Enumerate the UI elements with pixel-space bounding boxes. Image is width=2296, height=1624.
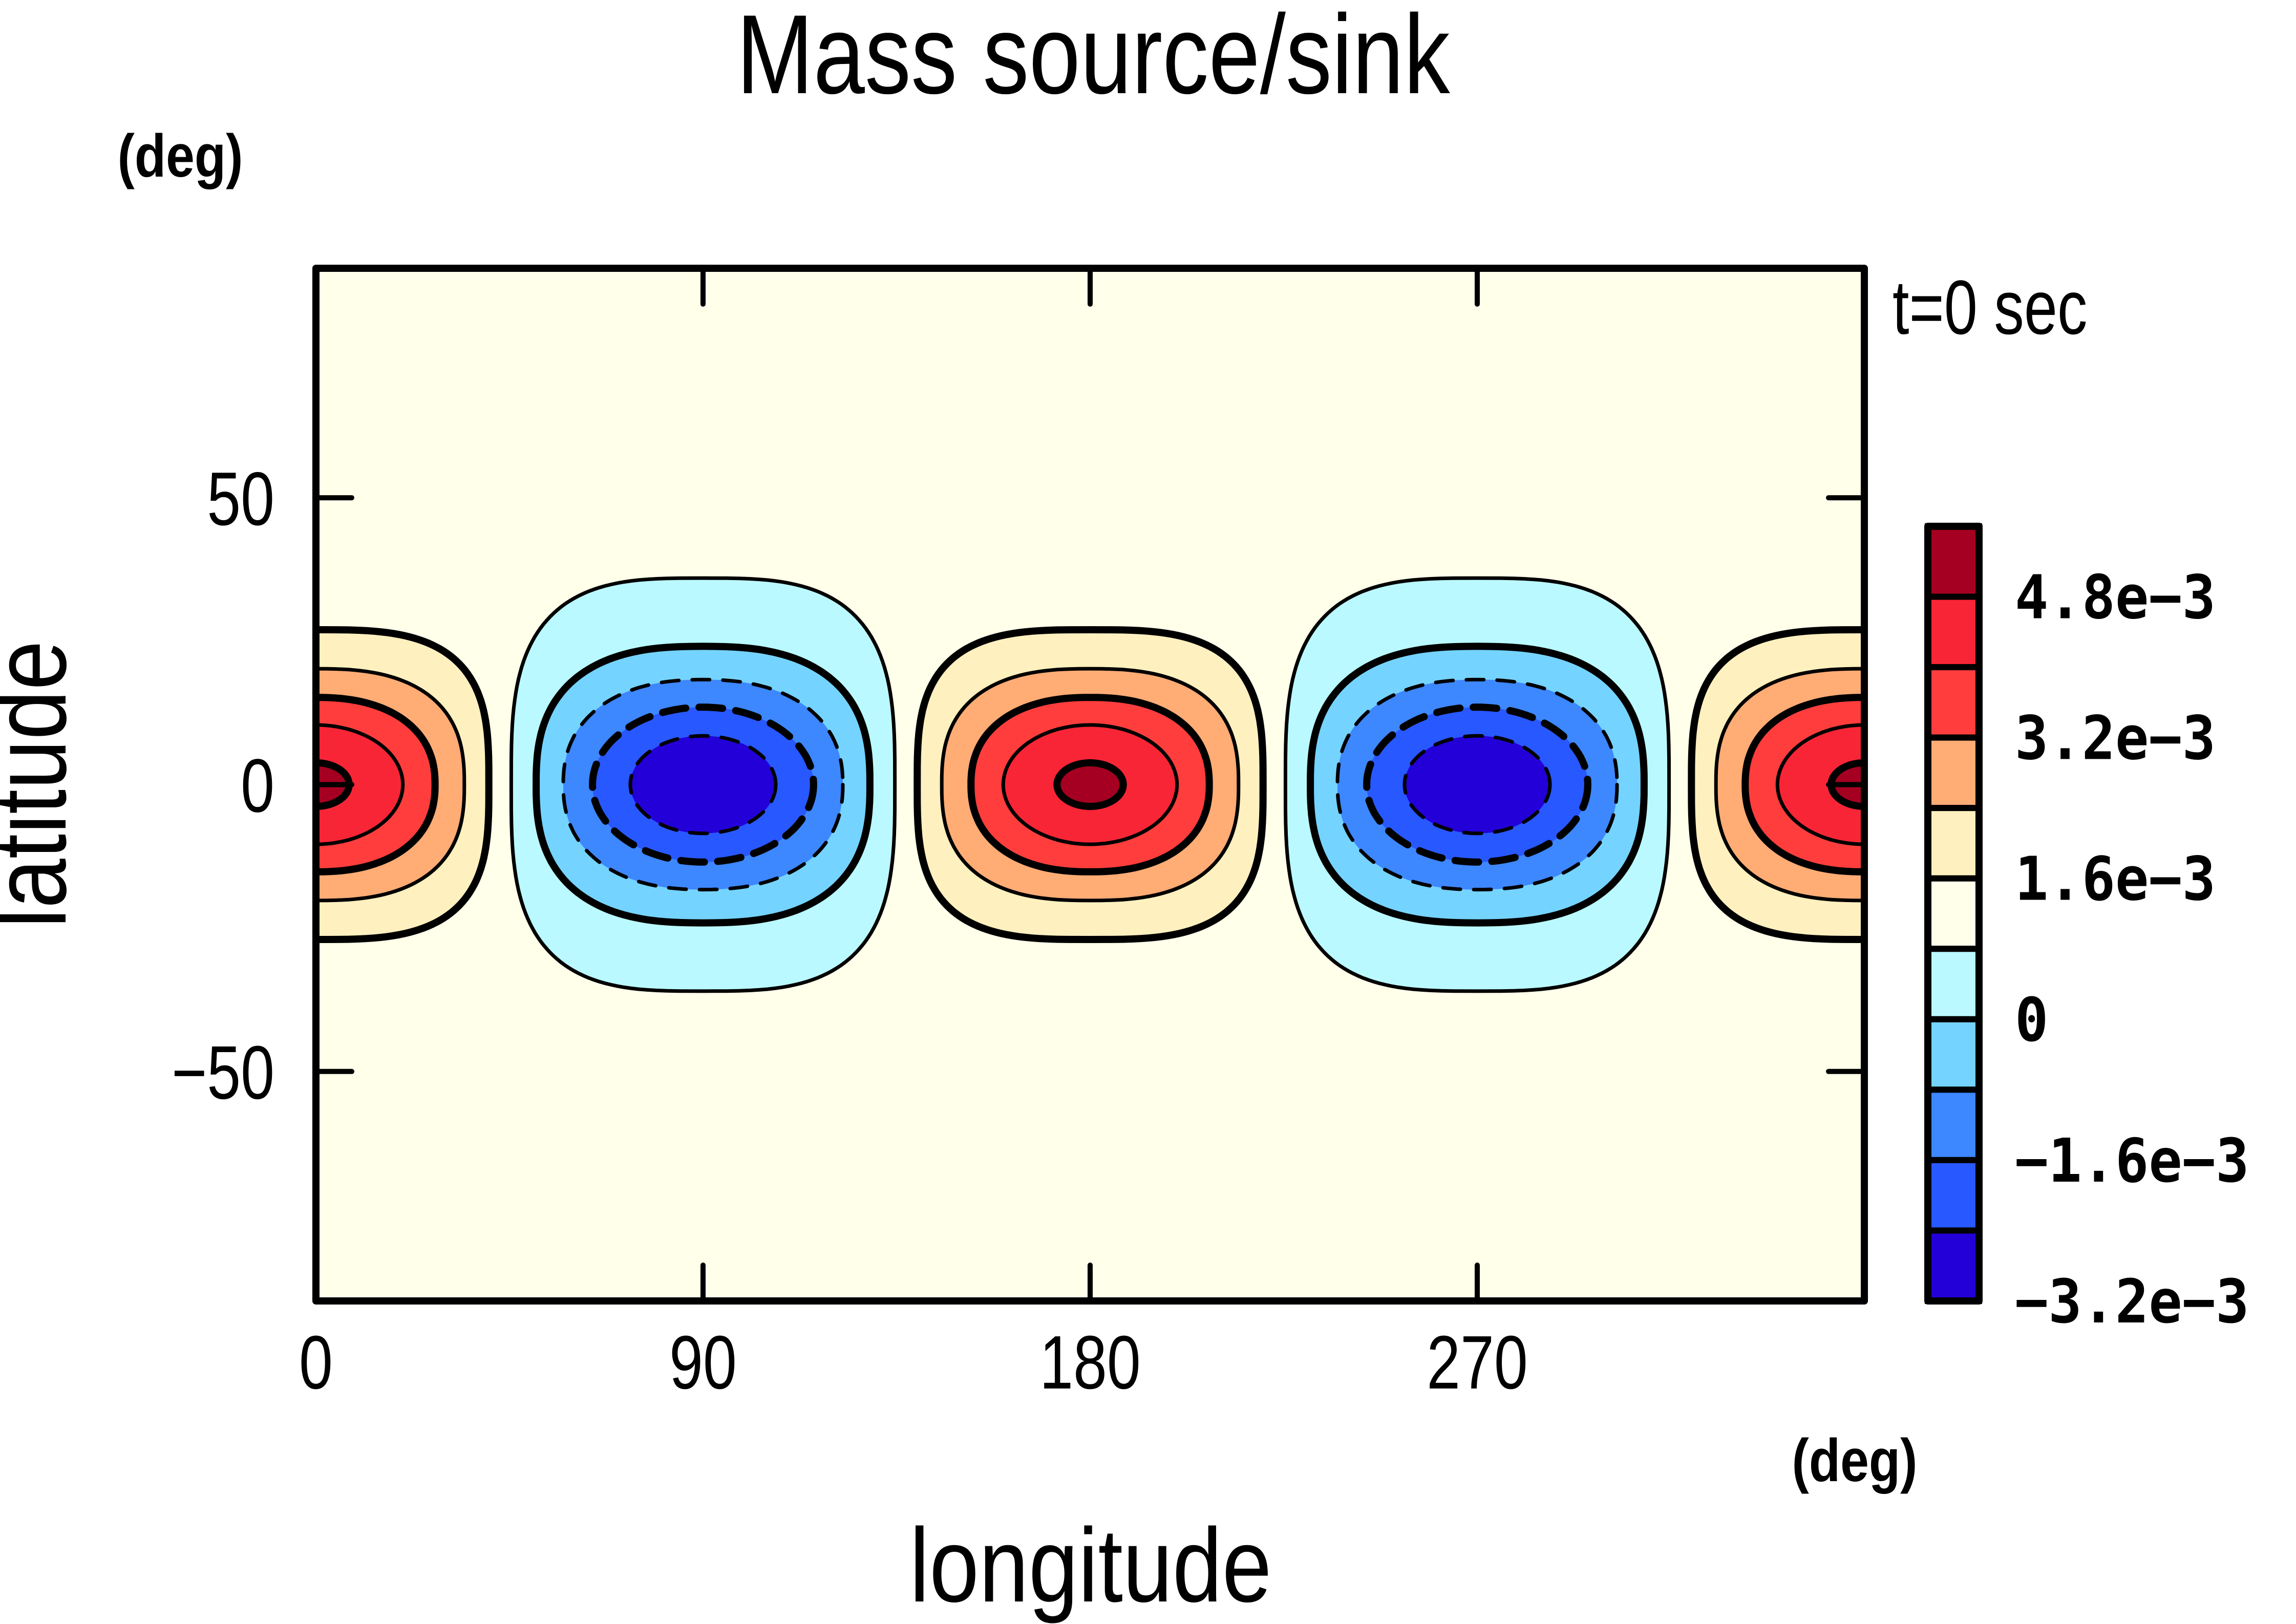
y-tick-label: −50 <box>172 1031 274 1115</box>
colorbar <box>1924 523 1983 1305</box>
contour-field <box>316 576 1864 993</box>
colorbar-swatch <box>1925 1227 1982 1305</box>
colorbar-swatch <box>1925 734 1982 811</box>
high-contour-level <box>316 723 405 846</box>
x-tick-label: 180 <box>1039 1320 1141 1405</box>
colorbar-swatch <box>1925 1016 1982 1093</box>
colorbar-swatch <box>1925 1157 1982 1234</box>
colorbar-labels: 4.8e−3 3.2e−3 1.6e−3 0 −1.6e−3 −3.2e−3 <box>2015 562 2249 1337</box>
colorbar-label: 3.2e−3 <box>2015 703 2216 773</box>
colorbar-label: −3.2e−3 <box>2015 1267 2249 1337</box>
colorbar-swatch <box>1925 593 1982 671</box>
y-tick-labels: 50 0 −50 <box>172 457 274 1115</box>
x-tick-label: 90 <box>669 1320 737 1405</box>
chart-title: Mass source/sink <box>736 0 1450 117</box>
x-units-label: (deg) <box>1792 1427 1917 1494</box>
colorbar-swatch <box>1925 875 1982 952</box>
colorbar-swatch <box>1925 946 1982 1022</box>
x-tick-label: 0 <box>299 1320 333 1405</box>
high-contour-level <box>1053 759 1127 810</box>
colorbar-label: 0 <box>2015 985 2048 1055</box>
colorbar-label: 4.8e−3 <box>2015 562 2216 632</box>
y-axis-label: latitude <box>0 640 88 928</box>
colorbar-swatch <box>1925 1086 1982 1163</box>
y-units-label: (deg) <box>117 122 243 189</box>
colorbar-swatch <box>1925 523 1982 600</box>
x-axis-label: longitude <box>909 1507 1271 1624</box>
colorbar-label: −1.6e−3 <box>2015 1126 2249 1196</box>
colorbar-swatch <box>1925 805 1982 882</box>
colorbar-swatch <box>1925 664 1982 741</box>
colorbar-frame <box>1924 523 1983 1305</box>
x-tick-labels: 0 90 180 270 <box>299 1320 1528 1405</box>
x-tick-label: 270 <box>1427 1320 1528 1405</box>
high-contour-level <box>1775 723 1864 846</box>
low-contour-level <box>628 734 778 836</box>
low-contour-level <box>1402 734 1552 836</box>
plot-frame <box>312 265 1868 1305</box>
colorbar-label: 1.6e−3 <box>2015 844 2216 914</box>
y-tick-label: 0 <box>241 744 274 828</box>
time-annotation: t=0 sec <box>1893 264 2087 350</box>
y-tick-label: 50 <box>207 457 274 542</box>
